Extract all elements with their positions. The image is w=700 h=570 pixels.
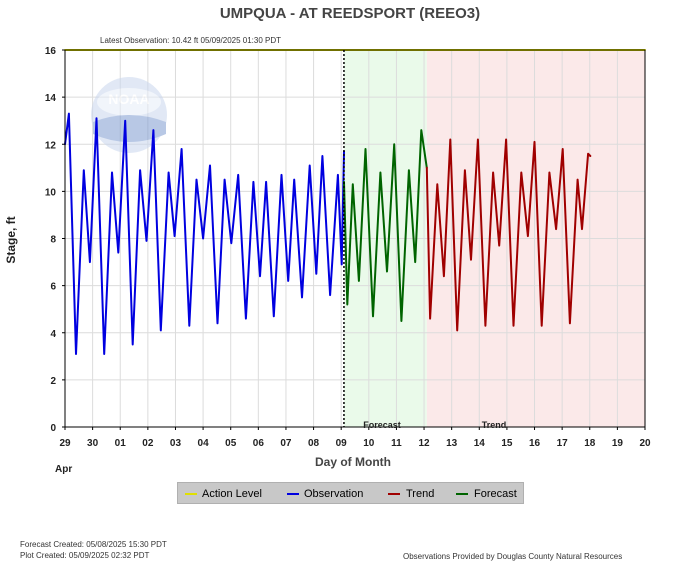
- x-tick-label: 29: [59, 438, 71, 449]
- x-tick-label: 15: [501, 438, 513, 449]
- y-tick-label: 0: [50, 423, 56, 434]
- y-tick-label: 2: [50, 376, 56, 387]
- legend-swatch-action-level: [185, 493, 197, 495]
- x-tick-label: 09: [336, 438, 348, 449]
- series-line-trend: [425, 138, 592, 332]
- x-tick-label: 30: [87, 438, 99, 449]
- x-tick-label: 01: [115, 438, 127, 449]
- x-tick-label: 19: [612, 438, 624, 449]
- x-month-label: Apr: [55, 464, 72, 475]
- y-tick-label: 14: [45, 93, 57, 104]
- latest-observation-text: Latest Observation: 10.42 ft 05/09/2025 …: [100, 36, 281, 45]
- plot-created-text: Plot Created: 05/09/2025 02:32 PDT: [20, 551, 150, 560]
- y-axis-label: Stage, ft: [4, 216, 18, 263]
- y-tick-label: 6: [50, 282, 56, 293]
- legend-swatch-trend: [388, 493, 400, 495]
- y-tick-label: 8: [50, 235, 56, 246]
- x-axis-label: Day of Month: [315, 455, 391, 469]
- x-tick-label: 18: [584, 438, 596, 449]
- x-tick-label: 08: [308, 438, 320, 449]
- x-tick-label: 17: [557, 438, 569, 449]
- x-tick-label: 16: [529, 438, 541, 449]
- series-line-forecast: [343, 129, 428, 322]
- legend-label-forecast: Forecast: [474, 488, 517, 500]
- y-tick-label: 12: [45, 140, 57, 151]
- legend-label-action-level: Action Level: [202, 488, 262, 500]
- trend-region-label: Trend: [482, 420, 507, 430]
- legend-swatch-forecast: [456, 493, 468, 495]
- x-tick-label: 11: [391, 438, 402, 449]
- x-tick-label: 03: [170, 438, 182, 449]
- x-tick-label: 20: [639, 438, 651, 449]
- x-tick-label: 04: [198, 438, 210, 449]
- forecast-region-label: Forecast: [363, 420, 401, 430]
- legend-swatch-observation: [287, 493, 299, 495]
- x-tick-label: 12: [418, 438, 430, 449]
- legend: Action Level Observation Trend Forecast: [177, 482, 524, 504]
- x-tick-label: 07: [280, 438, 292, 449]
- noaa-logo-text: NOAA: [108, 91, 149, 107]
- x-tick-label: 05: [225, 438, 237, 449]
- y-tick-label: 4: [50, 329, 56, 340]
- credit-text: Observations Provided by Douglas County …: [403, 552, 623, 561]
- y-tick-label: 10: [45, 187, 57, 198]
- x-tick-label: 02: [142, 438, 154, 449]
- series-line-observation: [64, 112, 345, 355]
- legend-label-observation: Observation: [304, 488, 364, 500]
- noaa-logo: NOAA: [91, 77, 167, 153]
- chart-title: UMPQUA - AT REEDSPORT (REEO3): [220, 5, 480, 22]
- x-tick-label: 10: [363, 438, 375, 449]
- x-tick-label: 14: [474, 438, 486, 449]
- x-tick-label: 13: [446, 438, 458, 449]
- x-tick-label: 06: [253, 438, 265, 449]
- legend-label-trend: Trend: [406, 488, 435, 500]
- forecast-created-text: Forecast Created: 05/08/2025 15:30 PDT: [20, 540, 167, 549]
- y-tick-label: 16: [45, 46, 57, 57]
